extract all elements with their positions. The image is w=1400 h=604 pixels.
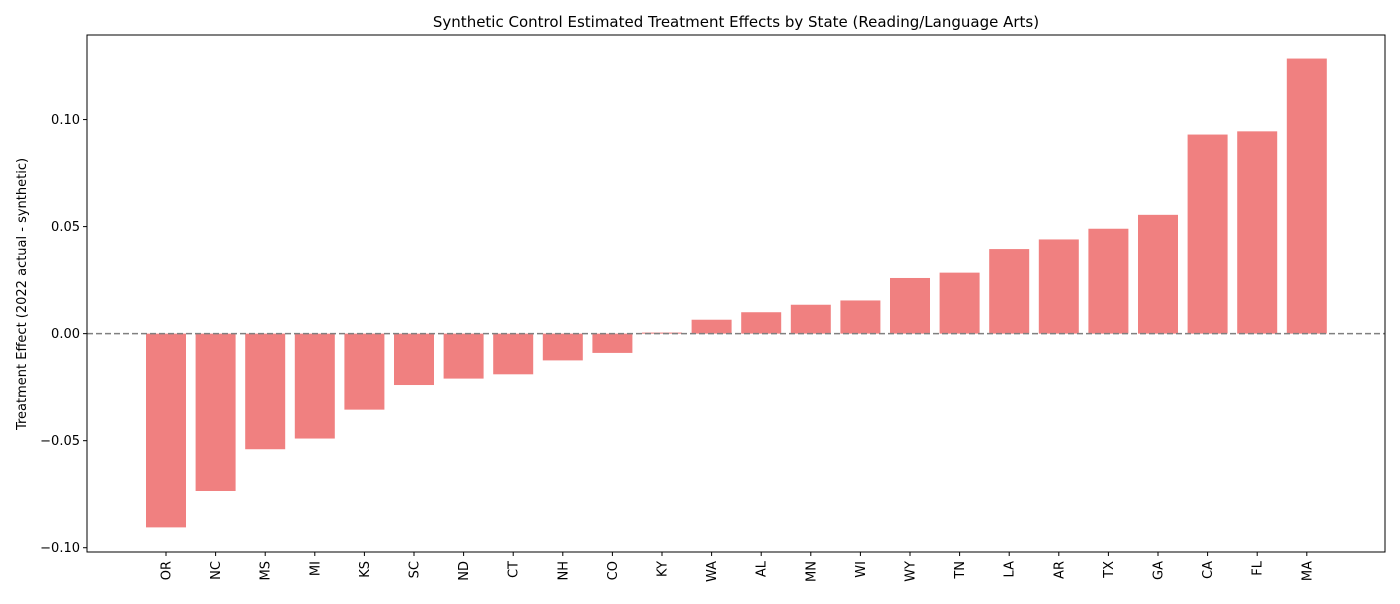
bar-mn [790,304,831,334]
bar-ky [642,332,682,334]
bar-la [989,249,1030,334]
y-tick-label: −0.05 [40,434,80,449]
x-tick-label-wa: WA [705,561,720,582]
x-tick-label-ct: CT [507,561,522,578]
bar-ma [1286,58,1327,334]
bar-wi [840,300,881,334]
y-ticks-layer: −0.10 −0.05 0.00 0.05 0.10 [40,113,87,556]
y-tick-label: 0.10 [51,113,80,128]
x-tick-label-co: CO [606,561,621,580]
bar-or [146,333,186,528]
x-tick-label-ar: AR [1052,561,1067,579]
x-tick-label-nh: NH [556,561,571,581]
x-tick-label-mi: MI [308,561,323,576]
bar-co [592,333,633,353]
bar-ar [1038,239,1079,334]
x-tick-label-ks: KS [358,561,373,578]
x-tick-label-ga: GA [1152,561,1167,580]
y-axis-label: Treatment Effect (2022 actual - syntheti… [15,158,30,431]
x-tick-label-mn: MN [804,561,819,582]
plot-frame [86,34,1386,553]
bars-layer [146,58,1327,528]
y-tick-label: −0.10 [40,541,80,556]
bar-ms [245,333,286,450]
bar-fl [1237,131,1278,334]
x-tick-label-tn: TN [953,561,968,580]
bar-ca [1187,134,1228,334]
bar-wy [890,277,930,334]
bar-ks [344,333,385,410]
x-tick-label-ma: MA [1300,561,1315,581]
x-tick-label-sc: SC [408,561,423,578]
bar-ct [493,333,534,375]
bar-sc [394,333,434,386]
x-tick-label-ca: CA [1201,561,1216,579]
x-ticks-layer: OR NC MS MI KS SC ND CT NH CO KY WA AL MN WI WY TN LA AR TX… [160,552,1315,582]
x-tick-label-nd: ND [457,561,472,581]
x-tick-label-wy: WY [904,561,919,582]
x-tick-label-nc: NC [209,561,224,580]
x-tick-label-fl: FL [1251,560,1266,575]
x-tick-label-al: AL [755,560,770,577]
x-tick-label-wi: WI [854,561,869,578]
bar-mi [294,333,335,439]
bar-nd [443,333,484,379]
x-tick-label-tx: TX [1102,561,1117,579]
bar-nh [542,333,583,361]
x-tick-label-ky: KY [656,561,671,577]
bar-tx [1088,228,1129,334]
bar-al [741,312,782,334]
bar-wa [691,319,732,334]
x-tick-label-or: OR [160,561,175,580]
y-tick-label: 0.05 [51,220,80,235]
axes-layer [86,34,1386,553]
bar-ga [1138,214,1178,334]
bar-tn [939,272,980,334]
bar-nc [195,333,236,491]
x-tick-label-la: LA [1003,561,1018,578]
y-tick-label: 0.00 [51,327,80,342]
chart-title: Synthetic Control Estimated Treatment Ef… [433,13,1039,31]
x-tick-label-ms: MS [259,561,274,580]
